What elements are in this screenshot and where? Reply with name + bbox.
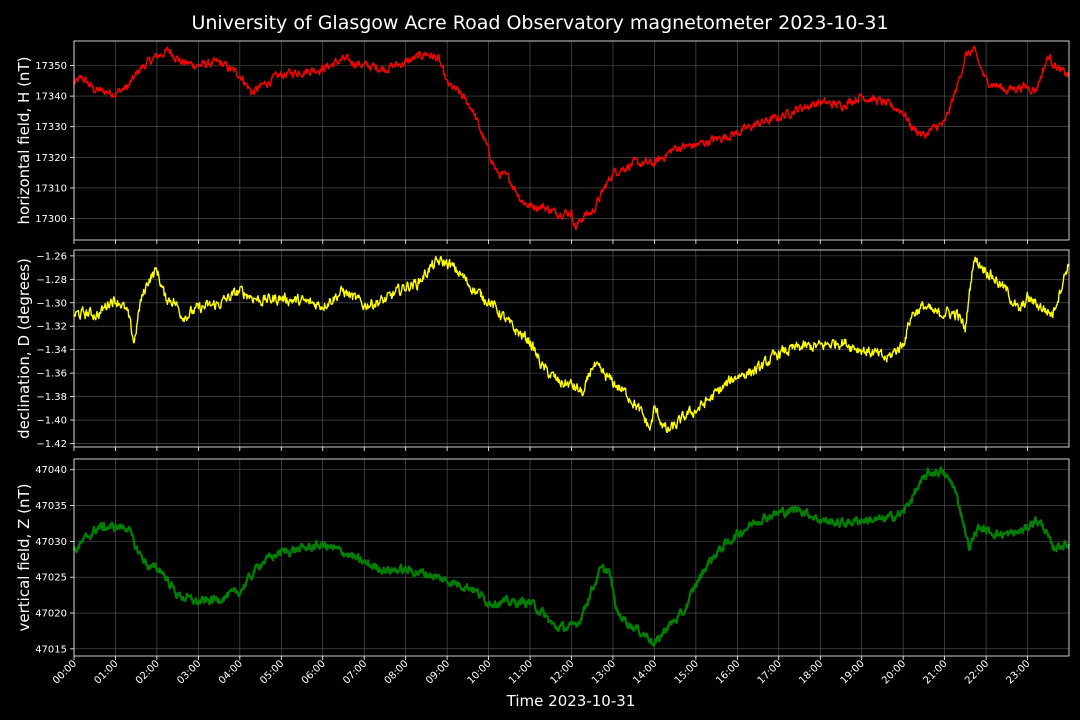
panel-frame <box>73 249 1070 448</box>
y-tick-label: −1.40 <box>36 416 67 427</box>
y-tick-label: 17320 <box>35 153 67 164</box>
x-tick-label: 10:00 <box>466 658 494 686</box>
y-tick-label: 47015 <box>35 644 67 655</box>
y-tick-label: 17330 <box>35 122 67 133</box>
x-tick-label: 16:00 <box>714 658 742 686</box>
y-tick-label: 17300 <box>35 214 67 225</box>
x-tick-label: 12:00 <box>548 658 576 686</box>
x-tick-label: 17:00 <box>756 658 784 686</box>
panel-H: 17300 17310 17320 17330 17340 17350horizontal… <box>15 40 1070 244</box>
y-tick-label: −1.36 <box>36 369 67 380</box>
x-tick-label: 19:00 <box>839 658 867 686</box>
x-tick-label: 09:00 <box>424 658 452 686</box>
y-axis-label-Z: vertical field, Z (nT) <box>15 483 33 631</box>
y-axis-label-H: horizontal field, H (nT) <box>15 57 33 225</box>
x-tick-label: 21:00 <box>922 658 950 686</box>
x-tick-label: 22:00 <box>963 658 991 686</box>
x-tick-label: 03:00 <box>175 658 203 686</box>
chart-title: University of Glasgow Acre Road Observat… <box>191 12 888 34</box>
y-tick-label: −1.28 <box>36 275 67 286</box>
series-line-Z <box>72 466 1071 647</box>
x-tick-label: 08:00 <box>383 658 411 686</box>
x-tick-label: 07:00 <box>341 658 369 686</box>
y-tick-label: 17350 <box>35 61 67 72</box>
x-tick-label: 23:00 <box>1005 658 1033 686</box>
series-line-D <box>73 255 1070 434</box>
y-tick-label: 47040 <box>35 465 67 476</box>
y-tick-label: −1.34 <box>36 345 67 356</box>
y-tick-label: 47025 <box>35 573 67 584</box>
y-axis-label-D: declination, D (degrees) <box>15 258 33 439</box>
y-tick-label: −1.32 <box>36 322 67 333</box>
y-tick-label: 47030 <box>35 537 67 548</box>
x-tick-label: 20:00 <box>880 658 908 686</box>
y-tick-label: −1.42 <box>36 439 67 450</box>
y-tick-label: −1.26 <box>36 251 67 262</box>
y-tick-label: 47035 <box>35 501 67 512</box>
x-tick-label: 04:00 <box>217 658 245 686</box>
x-tick-label: 05:00 <box>258 658 286 686</box>
x-tick-label: 15:00 <box>673 658 701 686</box>
series-line-H <box>73 45 1070 231</box>
x-tick-label: 02:00 <box>134 658 162 686</box>
x-axis-ticks: 00:00 01:00 02:00 03:00 04:00 05:00 06:00 07:00… <box>51 658 1033 686</box>
x-tick-label: 11:00 <box>507 658 535 686</box>
x-axis-label: Time 2023-10-31 <box>506 692 636 710</box>
y-tick-label: 47020 <box>35 609 67 620</box>
x-tick-label: 14:00 <box>631 658 659 686</box>
x-tick-label: 06:00 <box>300 658 328 686</box>
x-tick-label: 18:00 <box>797 658 825 686</box>
y-tick-label: −1.38 <box>36 392 67 403</box>
y-tick-label: 17310 <box>35 183 67 194</box>
panel-frame <box>73 458 1070 657</box>
y-tick-label: −1.30 <box>36 298 67 309</box>
panel-D: −1.42 −1.40 −1.38 −1.36 −1.34 −1.32 −1.30 −1.28… <box>15 249 1070 451</box>
x-tick-label: 13:00 <box>590 658 618 686</box>
panel-frame <box>73 40 1070 241</box>
y-tick-label: 17340 <box>35 92 67 103</box>
chart-panels: 17300 17310 17320 17330 17340 17350horizontal… <box>15 40 1071 660</box>
x-tick-label: 01:00 <box>92 658 120 686</box>
x-tick-label: 00:00 <box>51 658 79 686</box>
